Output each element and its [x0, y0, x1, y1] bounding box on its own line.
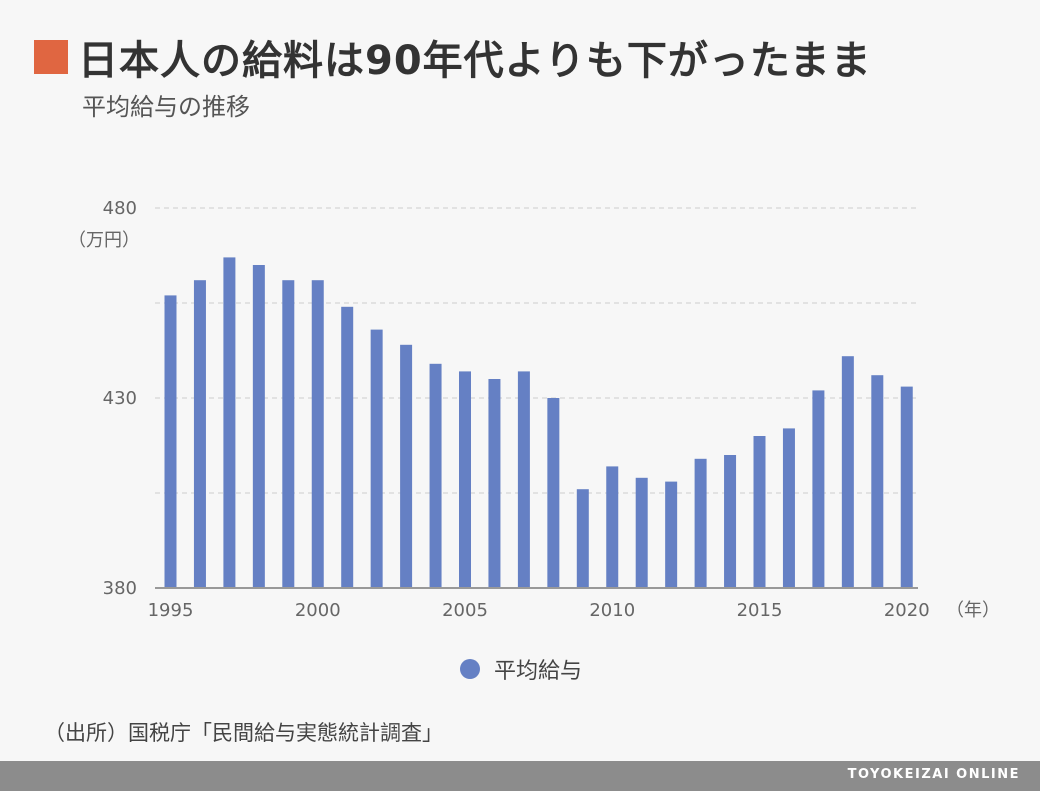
bar-2001 — [341, 306, 354, 588]
bar-1999 — [282, 280, 295, 588]
source-note: （出所）国税庁「民間給与実態統計調査」 — [44, 721, 443, 745]
grid-lines — [155, 207, 918, 494]
bar-2020 — [900, 386, 913, 588]
bar-2019 — [871, 375, 884, 588]
x-tick-label: 2015 — [737, 600, 783, 621]
x-unit-label: （年） — [946, 600, 1000, 621]
bar-2014 — [724, 455, 737, 588]
bar-2000 — [311, 280, 324, 588]
brand-logo-text: TOYOKEIZAI ONLINE — [847, 767, 1020, 782]
bar-2006 — [488, 379, 501, 588]
bar-2003 — [400, 344, 413, 588]
title-accent-square — [34, 40, 68, 74]
x-tick-label: 2005 — [442, 600, 488, 621]
bar-2002 — [370, 329, 383, 588]
bars — [164, 257, 913, 588]
bar-2011 — [635, 477, 648, 588]
legend-label: 平均給与 — [494, 659, 583, 684]
bar-2012 — [665, 481, 678, 588]
x-tick-label: 1995 — [148, 600, 194, 621]
y-tick-label: 380 — [103, 578, 137, 599]
footer-bar: TOYOKEIZAI ONLINE — [0, 761, 1040, 791]
chart-title: 日本人の給料は90年代よりも下がったまま — [78, 38, 872, 84]
bar-2009 — [576, 489, 589, 588]
y-tick-labels: 380 430 480 — [103, 198, 137, 599]
bar-1995 — [164, 295, 177, 588]
bar-2010 — [606, 466, 619, 588]
y-unit-label: （万円） — [68, 230, 140, 251]
bar-2017 — [812, 390, 825, 588]
title-row: 日本人の給料は90年代よりも下がったまま — [34, 28, 872, 86]
bar-2005 — [459, 371, 471, 588]
bar-2018 — [841, 356, 854, 588]
y-tick-label: 430 — [103, 388, 137, 409]
bar-1998 — [252, 265, 265, 588]
x-tick-label: 2020 — [884, 600, 930, 621]
x-tick-label: 2000 — [295, 600, 341, 621]
x-tick-labels: 1995 2000 2005 2010 2015 2020 — [148, 600, 930, 621]
bar-2016 — [782, 428, 795, 588]
y-tick-label: 480 — [103, 198, 137, 219]
bar-2007 — [517, 371, 530, 588]
legend-marker — [460, 659, 480, 679]
chart-subtitle: 平均給与の推移 — [82, 93, 250, 121]
x-tick-label: 2010 — [589, 600, 635, 621]
bar-2015 — [753, 436, 766, 588]
bar-1997 — [223, 257, 236, 588]
bar-2008 — [547, 398, 560, 588]
bar-1996 — [193, 280, 206, 588]
bar-2004 — [429, 363, 442, 588]
bar-2013 — [694, 458, 707, 588]
legend: 平均給与 — [460, 653, 582, 685]
